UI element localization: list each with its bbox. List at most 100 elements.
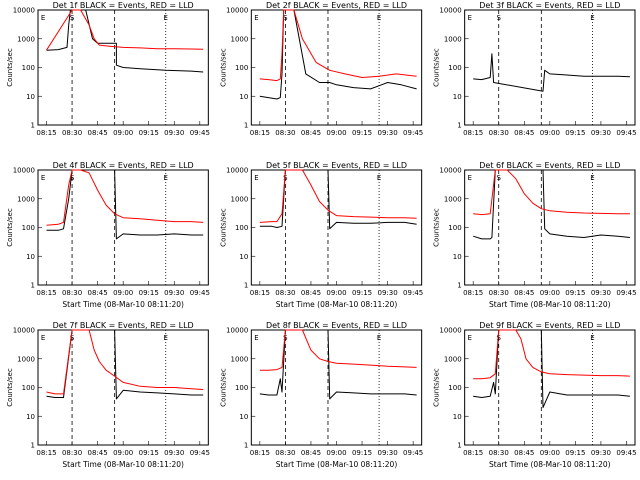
marker-label: E <box>590 14 594 22</box>
x-tick-label: 08:15 <box>250 289 270 297</box>
x-tick-label: 09:30 <box>164 289 184 297</box>
x-tick-label: 08:30 <box>62 449 82 457</box>
x-tick-label: 09:45 <box>190 289 210 297</box>
marker-label: E <box>41 174 45 182</box>
y-tick-label: 1 <box>457 122 461 130</box>
y-tick-label: 100 <box>22 384 35 392</box>
marker-label: E <box>377 14 381 22</box>
x-tick-label: 09:00 <box>540 449 560 457</box>
marker-label: E <box>164 14 168 22</box>
panel-5: 1 10 100 1000 10000 08:15 08:30 08:45 09:00 09:15… <box>219 161 423 309</box>
y-tick-label: 1 <box>244 282 248 290</box>
y-tick-label: 1000 <box>444 355 462 363</box>
y-tick-label: 10000 <box>226 167 248 175</box>
marker-label: S <box>283 334 288 342</box>
series-lld <box>259 329 417 371</box>
y-tick-label: 10 <box>453 253 462 261</box>
x-tick-label: 08:30 <box>489 129 509 137</box>
y-tick-label: 100 <box>448 384 461 392</box>
y-tick-label: 100 <box>235 384 248 392</box>
x-tick-label: 08:45 <box>514 129 534 137</box>
y-tick-label: 1000 <box>231 35 249 43</box>
series-events <box>473 169 630 240</box>
marker-label: E <box>377 174 381 182</box>
marker-label: E <box>468 334 472 342</box>
panel-8: 1 10 100 1000 10000 08:15 08:30 08:45 09:00 09:15… <box>219 321 423 469</box>
x-tick-label: 09:30 <box>591 289 611 297</box>
y-tick-label: 10000 <box>13 167 35 175</box>
y-tick-label: 1000 <box>444 195 462 203</box>
series-lld <box>259 9 417 82</box>
y-axis-label: Counts/sec <box>433 208 441 247</box>
y-tick-label: 1 <box>244 122 248 130</box>
x-tick-label: 08:15 <box>36 129 56 137</box>
panel-title: Det 2f BLACK = Events, RED = LLD <box>266 1 407 10</box>
x-tick-label: 09:15 <box>565 289 585 297</box>
x-tick-label: 08:45 <box>88 289 108 297</box>
y-tick-label: 1 <box>244 442 248 450</box>
panel-1: 1 10 100 1000 10000 08:15 08:30 08:45 09:00 09:15… <box>6 1 210 137</box>
y-tick-label: 1000 <box>444 35 462 43</box>
x-tick-label: 09:30 <box>591 129 611 137</box>
x-tick-label: 09:15 <box>352 449 372 457</box>
y-tick-label: 1 <box>31 122 35 130</box>
panel-2: 1 10 100 1000 10000 08:15 08:30 08:45 09:00 09:15… <box>219 1 423 137</box>
x-tick-label: 09:15 <box>352 129 372 137</box>
panel-4: 1 10 100 1000 10000 08:15 08:30 08:45 09:00 09:15… <box>6 161 210 309</box>
x-tick-label: 08:30 <box>62 289 82 297</box>
y-tick-label: 10 <box>26 253 35 261</box>
x-tick-label: 09:15 <box>139 449 159 457</box>
y-tick-label: 1 <box>31 442 35 450</box>
y-axis-label: Counts/sec <box>433 48 441 87</box>
x-axis-label: Start Time (08-Mar-10 08:11:20) <box>62 460 184 469</box>
marker-label: S <box>496 14 501 22</box>
y-tick-label: 10000 <box>439 327 461 335</box>
y-tick-label: 10 <box>453 93 462 101</box>
x-tick-label: 08:45 <box>301 289 321 297</box>
x-tick-label: 09:45 <box>403 449 423 457</box>
x-tick-label: 08:45 <box>514 449 534 457</box>
x-tick-label: 09:00 <box>113 449 133 457</box>
series-lld <box>46 9 204 51</box>
y-tick-label: 10000 <box>13 327 35 335</box>
marker-label: S <box>70 174 75 182</box>
marker-label: E <box>254 334 258 342</box>
y-axis-label: Counts/sec <box>219 48 227 87</box>
y-tick-label: 10 <box>453 413 462 421</box>
x-tick-label: 09:30 <box>378 129 398 137</box>
x-tick-label: 09:45 <box>190 449 210 457</box>
y-axis-label: Counts/sec <box>6 208 14 247</box>
y-tick-label: 10000 <box>439 7 461 15</box>
panel-title: Det 4f BLACK = Events, RED = LLD <box>53 161 194 170</box>
marker-label: E <box>164 334 168 342</box>
y-tick-label: 1000 <box>17 35 35 43</box>
y-tick-label: 1000 <box>231 195 249 203</box>
y-tick-label: 10 <box>239 253 248 261</box>
y-tick-label: 1000 <box>17 195 35 203</box>
plot-frame <box>250 9 423 126</box>
panel-title: Det 7f BLACK = Events, RED = LLD <box>53 321 194 330</box>
x-tick-label: 08:45 <box>514 289 534 297</box>
x-tick-label: 08:30 <box>275 289 295 297</box>
plot-frame <box>250 329 423 446</box>
series-events <box>259 9 417 100</box>
marker-label: E <box>590 174 594 182</box>
series-lld <box>46 329 204 395</box>
x-tick-label: 09:45 <box>616 449 636 457</box>
y-tick-label: 100 <box>235 224 248 232</box>
x-axis-label: Start Time (08-Mar-10 08:11:20) <box>62 300 184 309</box>
y-tick-label: 1000 <box>231 355 249 363</box>
y-tick-label: 100 <box>448 224 461 232</box>
x-tick-label: 08:30 <box>275 449 295 457</box>
x-tick-label: 08:45 <box>301 129 321 137</box>
x-axis-label: Start Time (08-Mar-10 08:11:20) <box>489 460 611 469</box>
y-tick-label: 10000 <box>226 327 248 335</box>
x-tick-label: 08:15 <box>36 289 56 297</box>
x-tick-label: 09:45 <box>190 129 210 137</box>
series-lld <box>473 329 630 380</box>
x-tick-label: 08:15 <box>463 449 483 457</box>
marker-label: E <box>468 174 472 182</box>
x-tick-label: 08:45 <box>301 449 321 457</box>
marker-label: S <box>70 334 75 342</box>
